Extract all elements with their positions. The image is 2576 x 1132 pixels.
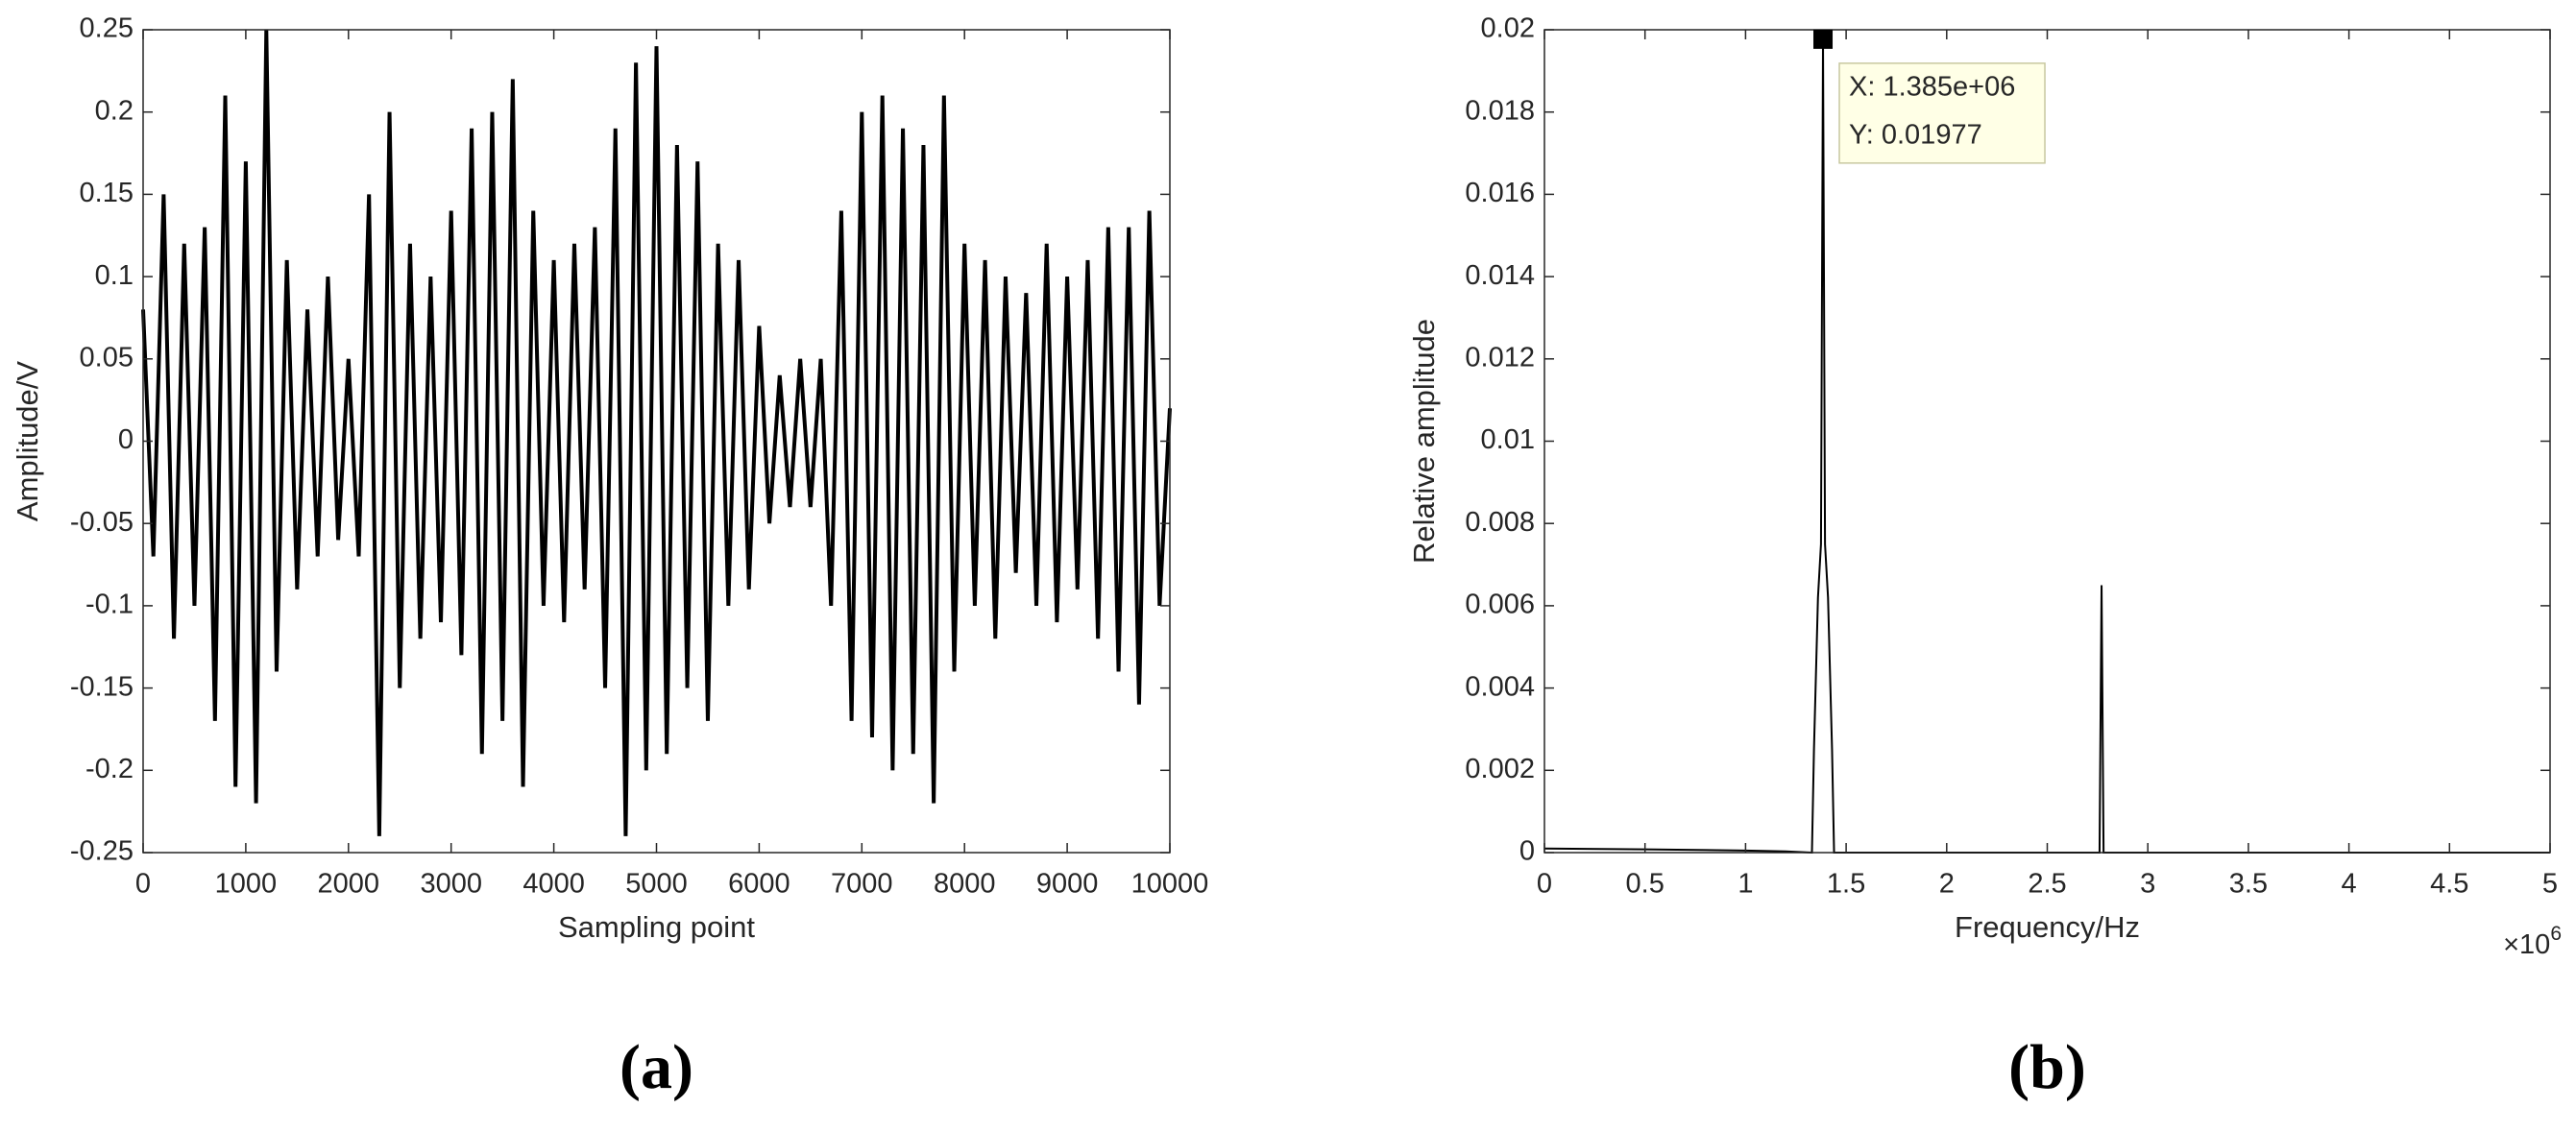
x-tick-label: 8000 (934, 869, 996, 900)
x-exponent-base: ×10 (2503, 929, 2550, 960)
y-tick-label: 0.002 (1465, 754, 1535, 784)
x-tick-label: 1 (1738, 869, 1753, 900)
x-tick-label: 4 (2342, 869, 2357, 900)
datatip-marker (1813, 29, 1834, 49)
y-tick-label: -0.2 (85, 754, 134, 784)
y-tick-label: -0.1 (85, 590, 134, 620)
x-tick-label: 5 (2542, 869, 2558, 900)
y-tick-label: 0.008 (1465, 507, 1535, 538)
y-tick-label: 0.012 (1465, 342, 1535, 373)
x-tick-label: 10000 (1131, 869, 1209, 900)
y-tick-label: 0.016 (1465, 178, 1535, 208)
y-tick-label: 0.014 (1465, 260, 1535, 291)
x-tick-label: 4.5 (2430, 869, 2468, 900)
x-exponent: ×106 (2503, 923, 2562, 960)
datatip-box (1838, 62, 2046, 164)
x-exponent-power: 6 (2550, 923, 2562, 945)
x-tick-label: 2.5 (2028, 869, 2066, 900)
x-tick-label: 4000 (522, 869, 585, 900)
y-tick-label: -0.15 (70, 671, 134, 702)
x-tick-label: 5000 (625, 869, 688, 900)
y-tick-label: 0.05 (80, 342, 134, 373)
x-tick-label: 0 (1537, 869, 1552, 900)
y-tick-label: 0.006 (1465, 590, 1535, 620)
y-tick-label: 0.004 (1465, 671, 1535, 702)
y-tick-label: 0.15 (80, 178, 134, 208)
x-tick-label: 3000 (420, 869, 482, 900)
y-tick-label: 0 (118, 424, 134, 455)
datatip-y: Y: 0.01977 (1849, 120, 1982, 151)
plot-area (1544, 30, 2550, 853)
x-tick-label: 1.5 (1827, 869, 1865, 900)
x-tick-label: 9000 (1036, 869, 1099, 900)
y-tick-label: 0 (1519, 836, 1535, 867)
x-tick-label: 2000 (318, 869, 380, 900)
panel-label: (a) (620, 1032, 693, 1102)
panel-label: (b) (2008, 1032, 2086, 1102)
x-axis-title: Sampling point (558, 910, 755, 944)
x-tick-label: 7000 (831, 869, 893, 900)
y-tick-label: -0.25 (70, 836, 134, 867)
x-axis-title: Frequency/Hz (1955, 910, 2140, 944)
y-tick-label: 0.01 (1481, 424, 1535, 455)
x-tick-label: 3.5 (2229, 869, 2268, 900)
x-tick-label: 2 (1939, 869, 1955, 900)
signal-line (141, 29, 1172, 836)
y-tick-label: -0.05 (70, 507, 134, 538)
y-tick-label: 0.1 (95, 260, 134, 291)
y-axis-title: Relative amplitude (1407, 319, 1441, 564)
y-tick-label: 0.25 (80, 13, 134, 44)
y-tick-label: 0.02 (1481, 13, 1535, 44)
y-tick-label: 0.2 (95, 95, 134, 126)
y-axis-title: Amplitude/V (11, 361, 44, 521)
y-tick-label: 0.018 (1465, 95, 1535, 126)
x-tick-label: 0 (135, 869, 151, 900)
x-tick-label: 6000 (728, 869, 790, 900)
datatip-x: X: 1.385e+06 (1849, 72, 2015, 103)
x-tick-label: 1000 (215, 869, 278, 900)
x-tick-label: 3 (2140, 869, 2155, 900)
x-tick-label: 0.5 (1626, 869, 1665, 900)
